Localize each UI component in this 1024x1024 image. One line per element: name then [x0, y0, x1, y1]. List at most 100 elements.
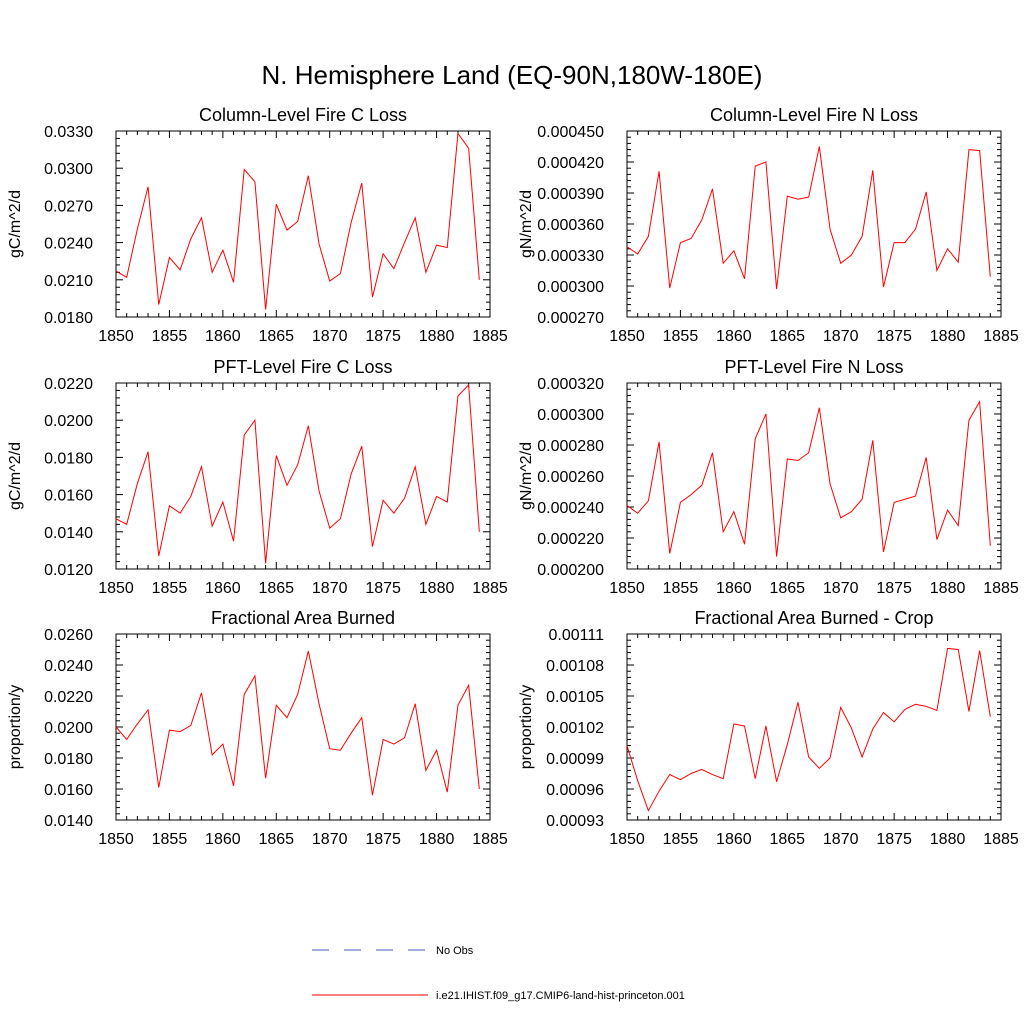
x-tick-label: 1880	[419, 831, 455, 848]
y-axis-label: proportion/y	[7, 685, 24, 770]
y-tick-label: 0.000300	[537, 407, 604, 424]
y-axis-label: proportion/y	[518, 685, 535, 770]
y-tick-label: 0.0240	[44, 236, 93, 253]
y-tick-label: 0.000320	[537, 376, 604, 393]
x-tick-label: 1860	[716, 831, 752, 848]
x-tick-label: 1875	[876, 328, 912, 345]
y-tick-label: 0.0200	[44, 413, 93, 430]
plot-frame	[626, 130, 1002, 318]
y-tick-label: 0.000240	[537, 500, 604, 517]
y-tick-label: 0.000450	[537, 124, 604, 141]
y-axis-label: gC/m^2/d	[7, 442, 24, 510]
x-tick-label: 1855	[152, 580, 188, 597]
y-tick-label: 0.0220	[44, 689, 93, 706]
panel-title: Fractional Area Burned - Crop	[694, 608, 933, 628]
plot-frame	[626, 382, 1002, 570]
panel-2: Column-Level Fire N Loss 1850 1855 1860 1865…	[518, 105, 1019, 345]
y-tick-label: 0.0140	[44, 813, 93, 830]
y-axis-label: gC/m^2/d	[7, 190, 24, 258]
panels: Column-Level Fire C Loss 1850 1855 1860 1865…	[7, 105, 1019, 848]
x-tick-label: 1860	[716, 328, 752, 345]
y-tick-label: 0.0180	[44, 751, 93, 768]
x-tick-label: 1885	[472, 831, 508, 848]
y-axis-label: gN/m^2/d	[518, 190, 535, 258]
x-tick-label: 1865	[769, 328, 805, 345]
x-tick-label: 1865	[258, 580, 294, 597]
x-tick-label: 1870	[823, 831, 859, 848]
panel-3: PFT-Level Fire C Loss 1850 1855 1860 1865 187…	[7, 357, 508, 597]
y-tick-label: 0.000300	[537, 279, 604, 296]
x-tick-label: 1880	[930, 580, 966, 597]
x-tick-label: 1855	[663, 831, 699, 848]
x-tick-label: 1855	[152, 831, 188, 848]
x-tick-label: 1860	[205, 328, 241, 345]
x-tick-label: 1850	[98, 580, 134, 597]
legend-model-label: i.e21.IHIST.f09_g17.CMIP6-land-hist-prin…	[436, 990, 685, 1002]
panel-title: PFT-Level Fire N Loss	[724, 357, 903, 377]
y-tick-label: 0.000360	[537, 217, 604, 234]
x-tick-label: 1875	[365, 831, 401, 848]
x-tick-label: 1880	[930, 328, 966, 345]
x-tick-label: 1850	[98, 831, 134, 848]
x-tick-label: 1850	[98, 328, 134, 345]
y-tick-label: 0.0180	[44, 310, 93, 327]
y-tick-label: 0.000220	[537, 531, 604, 548]
x-tick-label: 1875	[876, 580, 912, 597]
y-tick-label: 0.0330	[44, 124, 93, 141]
x-tick-label: 1885	[983, 328, 1019, 345]
panel-title: Fractional Area Burned	[211, 608, 395, 628]
x-tick-label: 1875	[876, 831, 912, 848]
y-tick-label: 0.000280	[537, 438, 604, 455]
y-tick-label: 0.0140	[44, 525, 93, 542]
x-tick-label: 1855	[663, 328, 699, 345]
panel-1: Column-Level Fire C Loss 1850 1855 1860 1865…	[7, 105, 508, 345]
x-tick-label: 1865	[258, 328, 294, 345]
legend-no-obs-label: No Obs	[436, 945, 474, 957]
y-tick-label: 0.0260	[44, 627, 93, 644]
figure-title: N. Hemisphere Land (EQ-90N,180W-180E)	[262, 60, 763, 90]
y-tick-label: 0.0210	[44, 273, 93, 290]
y-tick-label: 0.000390	[537, 186, 604, 203]
y-tick-label: 0.0180	[44, 450, 93, 467]
x-tick-label: 1865	[258, 831, 294, 848]
series-line	[115, 132, 480, 310]
x-tick-label: 1880	[419, 580, 455, 597]
series-line	[626, 647, 991, 812]
panel-6: Fractional Area Burned - Crop 1850 1855 186…	[518, 608, 1019, 848]
x-tick-label: 1885	[983, 580, 1019, 597]
x-tick-label: 1860	[716, 580, 752, 597]
series-line	[626, 146, 991, 290]
y-tick-label: 0.000200	[537, 562, 604, 579]
y-tick-label: 0.00099	[546, 751, 604, 768]
y-tick-label: 0.00093	[546, 813, 604, 830]
x-tick-label: 1865	[769, 580, 805, 597]
plot-frame	[115, 633, 491, 821]
y-tick-label: 0.00111	[549, 627, 605, 644]
x-tick-label: 1870	[312, 580, 348, 597]
y-tick-label: 0.000270	[537, 310, 604, 327]
y-tick-label: 0.0120	[44, 562, 93, 579]
y-tick-label: 0.000420	[537, 155, 604, 172]
y-tick-label: 0.0270	[44, 198, 93, 215]
y-tick-label: 0.00096	[546, 782, 604, 799]
y-tick-label: 0.00102	[546, 720, 604, 737]
series-line	[115, 383, 480, 564]
y-tick-label: 0.0300	[44, 161, 93, 178]
panel-title: Column-Level Fire C Loss	[199, 105, 407, 125]
y-tick-label: 0.00105	[546, 689, 604, 706]
x-tick-label: 1885	[472, 328, 508, 345]
x-tick-label: 1855	[152, 328, 188, 345]
x-tick-label: 1880	[419, 328, 455, 345]
x-tick-label: 1855	[663, 580, 699, 597]
x-tick-label: 1885	[983, 831, 1019, 848]
y-axis-label: gN/m^2/d	[518, 442, 535, 510]
x-tick-label: 1875	[365, 580, 401, 597]
y-tick-label: 0.0200	[44, 720, 93, 737]
y-tick-label: 0.0240	[44, 658, 93, 675]
y-tick-label: 0.00108	[546, 658, 604, 675]
series-line	[626, 399, 991, 557]
legend: No Obs i.e21.IHIST.f09_g17.CMIP6-land-hi…	[312, 945, 685, 1002]
panel-title: PFT-Level Fire C Loss	[213, 357, 392, 377]
x-tick-label: 1870	[823, 328, 859, 345]
